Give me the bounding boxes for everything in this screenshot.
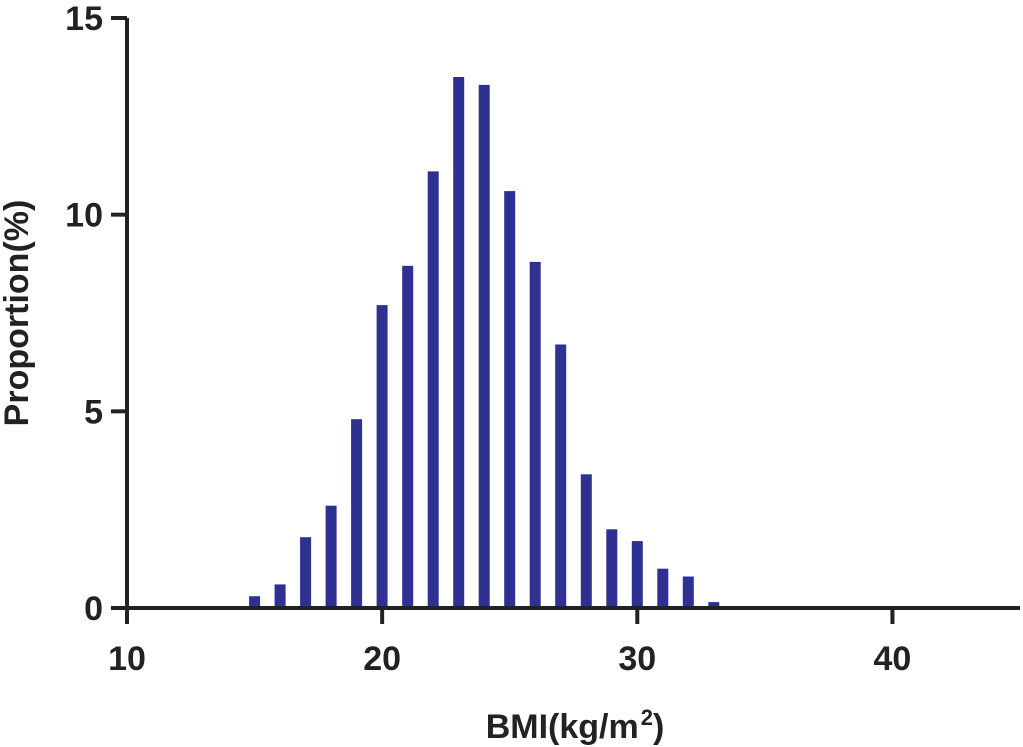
y-axis-label: Proportion(%)	[0, 200, 36, 427]
x-axis-label-suffix: )	[653, 708, 664, 746]
bar-23	[453, 77, 465, 608]
x-tick-label-30: 30	[618, 640, 656, 678]
bar-25	[504, 191, 516, 608]
x-axis-label-superscript: 2	[641, 705, 653, 730]
axes-group	[111, 16, 1020, 624]
x-axis-label: BMI(kg/m2)	[486, 705, 665, 746]
bar-30	[631, 541, 643, 608]
bars-group	[249, 77, 720, 608]
bar-15	[249, 596, 261, 608]
y-tick-label-10: 10	[65, 197, 103, 235]
bar-22	[427, 171, 439, 608]
x-tick-label-10: 10	[108, 640, 146, 678]
bar-24	[478, 84, 490, 608]
y-tick-label-5: 5	[84, 393, 103, 431]
bar-28	[580, 474, 592, 608]
bar-31	[657, 568, 669, 608]
x-axis-label-main: BMI(kg/m	[486, 708, 639, 746]
x-tick-label-40: 40	[874, 640, 912, 678]
tick-labels-group: 0 5 10 15 10 20 30 40	[65, 0, 911, 678]
bar-20	[376, 305, 388, 608]
bar-29	[606, 529, 618, 608]
bar-27	[555, 344, 567, 608]
bar-21	[402, 265, 414, 608]
x-tick-label-20: 20	[363, 640, 401, 678]
bar-26	[529, 261, 541, 608]
bar-17	[300, 537, 312, 608]
y-tick-label-0: 0	[84, 590, 103, 628]
bar-18	[325, 505, 337, 608]
bar-32	[682, 576, 694, 608]
bar-16	[274, 584, 286, 608]
bar-33	[708, 602, 720, 608]
bar-19	[351, 419, 363, 608]
y-tick-label-15: 15	[65, 0, 103, 38]
